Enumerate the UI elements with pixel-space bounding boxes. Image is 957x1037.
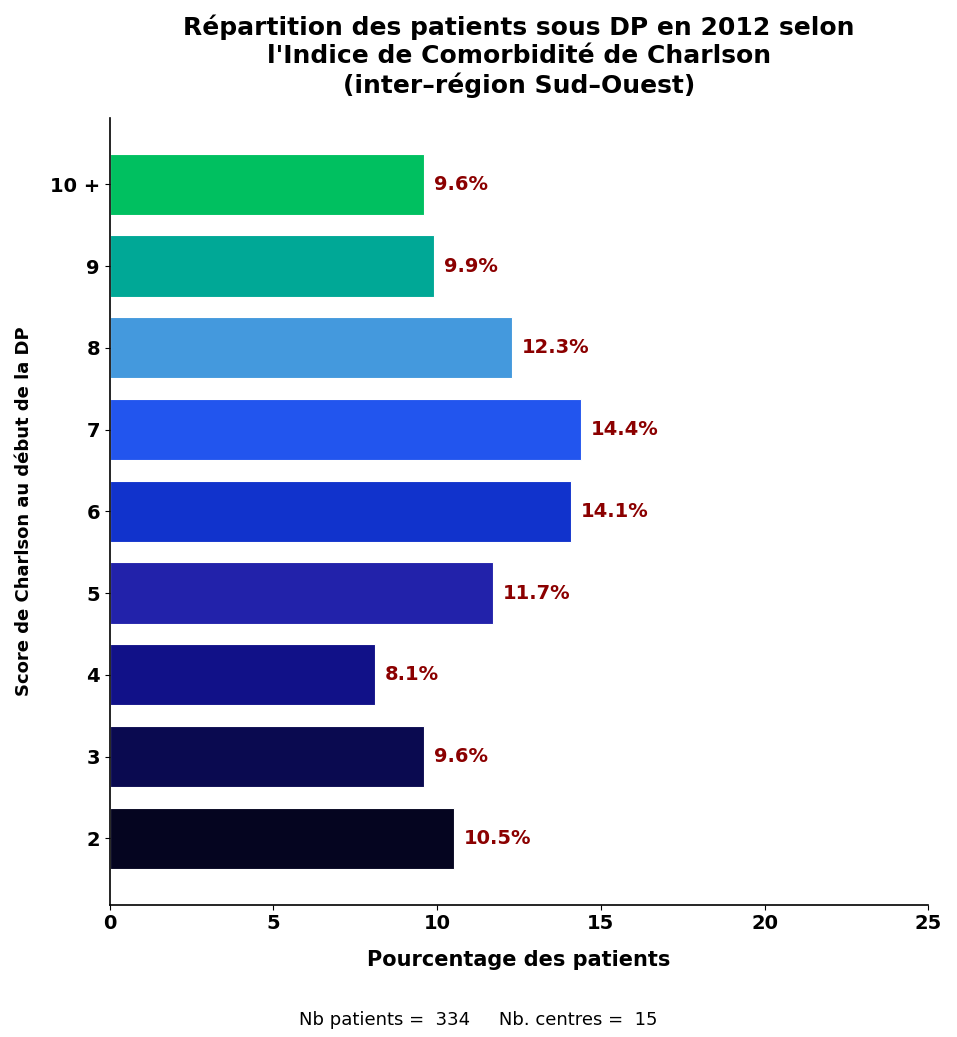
Text: 11.7%: 11.7%: [502, 584, 570, 602]
Bar: [110, 235, 434, 297]
Text: 14.4%: 14.4%: [591, 420, 658, 439]
Text: 10.5%: 10.5%: [463, 829, 531, 848]
Bar: [110, 317, 512, 379]
Bar: [110, 726, 424, 787]
Text: Nb patients =  334     Nb. centres =  15: Nb patients = 334 Nb. centres = 15: [300, 1010, 657, 1029]
Bar: [110, 644, 375, 705]
Bar: [110, 562, 493, 623]
Text: 9.6%: 9.6%: [434, 175, 488, 194]
Bar: [110, 153, 424, 215]
Bar: [110, 481, 571, 542]
Text: 9.6%: 9.6%: [434, 747, 488, 766]
Text: 12.3%: 12.3%: [523, 338, 590, 358]
Text: 14.1%: 14.1%: [581, 502, 649, 521]
Bar: [110, 808, 454, 869]
Text: 8.1%: 8.1%: [385, 666, 439, 684]
Text: 9.9%: 9.9%: [444, 256, 498, 276]
Y-axis label: Score de Charlson au début de la DP: Score de Charlson au début de la DP: [15, 327, 33, 696]
Title: Répartition des patients sous DP en 2012 selon
l'Indice de Comorbidité de Charls: Répartition des patients sous DP en 2012…: [183, 15, 855, 97]
Bar: [110, 399, 581, 460]
X-axis label: Pourcentage des patients: Pourcentage des patients: [367, 950, 671, 971]
